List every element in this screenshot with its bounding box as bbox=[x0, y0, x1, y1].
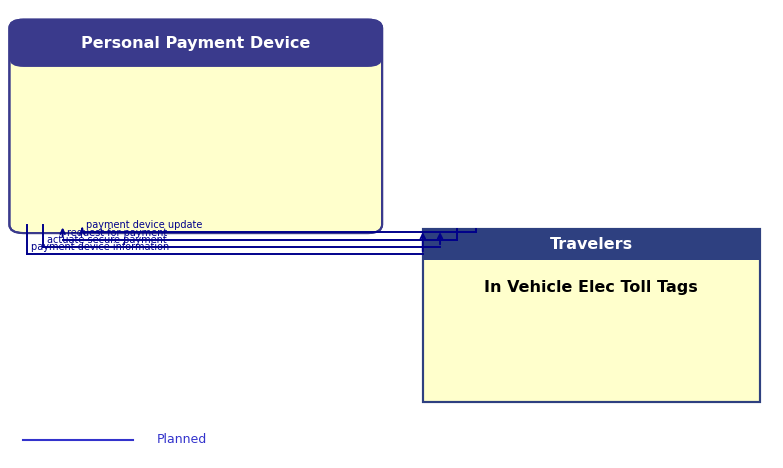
Text: payment device update: payment device update bbox=[86, 220, 203, 230]
Bar bbox=[423, 229, 760, 260]
Bar bbox=[423, 229, 760, 402]
Text: Planned: Planned bbox=[157, 433, 207, 446]
Text: payment device information: payment device information bbox=[31, 242, 170, 252]
Bar bbox=[423, 229, 760, 402]
Text: actuate secure payment: actuate secure payment bbox=[47, 235, 167, 245]
Bar bbox=[27, 42, 364, 58]
Text: request for payment: request for payment bbox=[67, 228, 167, 238]
FancyBboxPatch shape bbox=[9, 20, 382, 233]
Text: In Vehicle Elec Toll Tags: In Vehicle Elec Toll Tags bbox=[485, 280, 698, 295]
Text: Travelers: Travelers bbox=[550, 237, 633, 252]
FancyBboxPatch shape bbox=[9, 20, 382, 67]
Text: Personal Payment Device: Personal Payment Device bbox=[81, 36, 310, 51]
